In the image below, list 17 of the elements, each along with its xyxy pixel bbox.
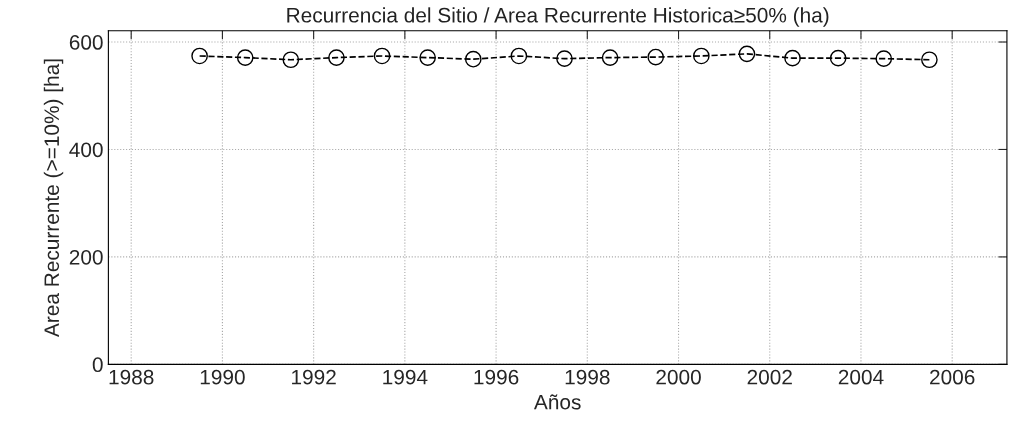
x-axis-title: Años bbox=[533, 394, 581, 410]
y-tick-label: 400 bbox=[69, 142, 103, 158]
x-tick-label: 1998 bbox=[565, 369, 610, 385]
x-tick-label: 1996 bbox=[474, 369, 519, 385]
x-tick-label: 2000 bbox=[656, 369, 701, 385]
x-tick-label: 1992 bbox=[292, 369, 336, 385]
x-tick-label: 1990 bbox=[200, 369, 245, 385]
y-tick-label: 0 bbox=[92, 357, 103, 373]
chart-title: Recurrencia del Sitio / Area Recurrente Historica≥50% (ha) bbox=[287, 7, 829, 27]
y-tick-label: 200 bbox=[69, 249, 103, 265]
x-tick-label: 1994 bbox=[383, 369, 428, 385]
x-tick-label: 2006 bbox=[930, 369, 975, 385]
x-tick-label: 2004 bbox=[838, 369, 884, 385]
y-axis-title: Area Recurrente (>=10%) [ha] bbox=[43, 59, 64, 338]
x-tick-label: 1988 bbox=[109, 369, 154, 385]
y-tick-label: 600 bbox=[69, 35, 103, 50]
x-tick-label: 2002 bbox=[747, 369, 792, 385]
